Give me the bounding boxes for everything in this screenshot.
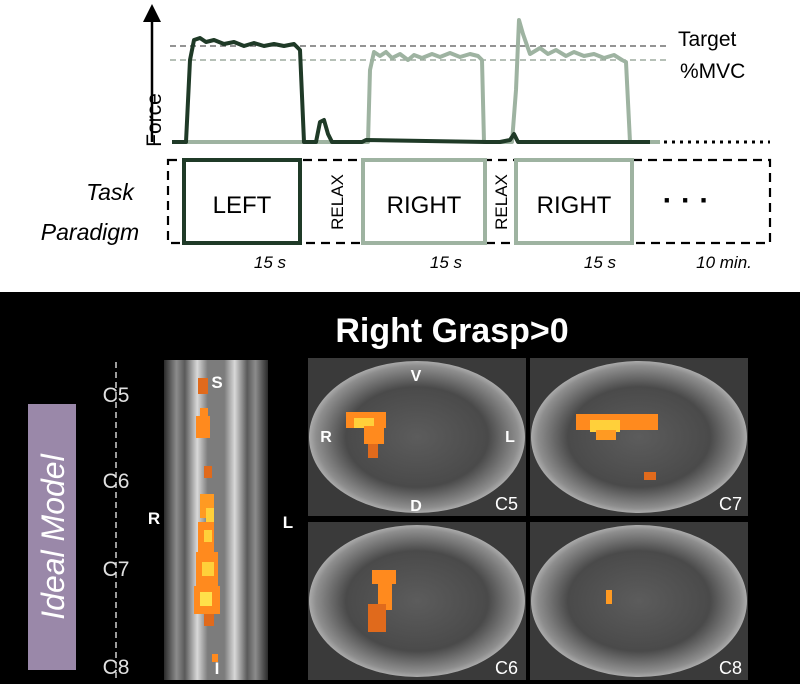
axial-slice-c6-cord [309, 525, 525, 677]
axial-slice-c7: C7 [530, 358, 748, 516]
duration-total: 10 min. [696, 253, 752, 272]
level-label-c7: C7 [103, 558, 130, 581]
axial-slice-c5-cord [309, 361, 525, 513]
ideal-model-label: Ideal Model [35, 453, 71, 619]
sagittal-label-bottom: I [215, 659, 220, 678]
axial-slice-c6-label: C6 [495, 658, 518, 678]
block-left-label: LEFT [213, 192, 272, 219]
right-force-trace [172, 18, 660, 144]
level-label-c5: C5 [103, 384, 130, 407]
mvc-label: %MVC [680, 60, 745, 83]
sagittal-label-top: S [211, 373, 222, 392]
target-label: Target [678, 28, 737, 51]
ideal-model-label-box [28, 404, 76, 670]
block-relax-2-label: RELAX [492, 174, 511, 230]
brain-panel: Right Grasp>0 Ideal Model C5 C6 C7 C8 [0, 292, 800, 684]
block-relax-1-label: RELAX [328, 174, 347, 230]
sagittal-view: S I R L [148, 360, 293, 680]
axial-label-right: L [505, 429, 515, 446]
block-right-1 [361, 158, 487, 245]
brain-panel-title: Right Grasp>0 [335, 312, 568, 350]
left-force-trace [172, 36, 650, 144]
duration-left: 15 s [254, 253, 287, 272]
axial-slice-c8: C8 [530, 522, 748, 680]
duration-right-1: 15 s [430, 253, 463, 272]
task-paradigm: Task Paradigm LEFT RELAX RIGHT RELAX RIG… [41, 158, 772, 272]
axial-slice-c7-label: C7 [719, 494, 742, 514]
task-paradigm-label-line1: Task [86, 179, 135, 205]
block-right-2-label: RIGHT [537, 192, 612, 219]
block-left [182, 158, 302, 245]
force-axis-label: Force [143, 93, 166, 147]
axial-label-top: V [411, 368, 422, 385]
force-chart: Force Target %MVC [143, 4, 770, 147]
block-right-2 [514, 158, 634, 245]
level-label-c8: C8 [103, 656, 130, 679]
block-right-1-label: RIGHT [387, 192, 462, 219]
paradigm-ellipsis: · · · [663, 184, 710, 217]
axial-slice-c5-label: C5 [495, 494, 518, 514]
duration-right-2: 15 s [584, 253, 617, 272]
level-label-c6: C6 [103, 470, 130, 493]
task-paradigm-label-line2: Paradigm [41, 219, 139, 245]
axial-slice-c8-cord [531, 525, 747, 677]
sagittal-activation [194, 378, 220, 662]
axial-slice-c6: C6 [308, 522, 526, 680]
sagittal-label-right: L [283, 513, 293, 532]
sagittal-image [164, 360, 268, 680]
axial-slice-c5: V D R L C5 [308, 358, 526, 516]
sagittal-label-left: R [148, 509, 160, 528]
axial-slice-c8-label: C8 [719, 658, 742, 678]
axial-label-bottom: D [410, 498, 422, 515]
axial-label-left: R [320, 429, 332, 446]
axial-slice-c7-cord [531, 361, 747, 513]
force-axis-arrow-icon [143, 4, 161, 22]
